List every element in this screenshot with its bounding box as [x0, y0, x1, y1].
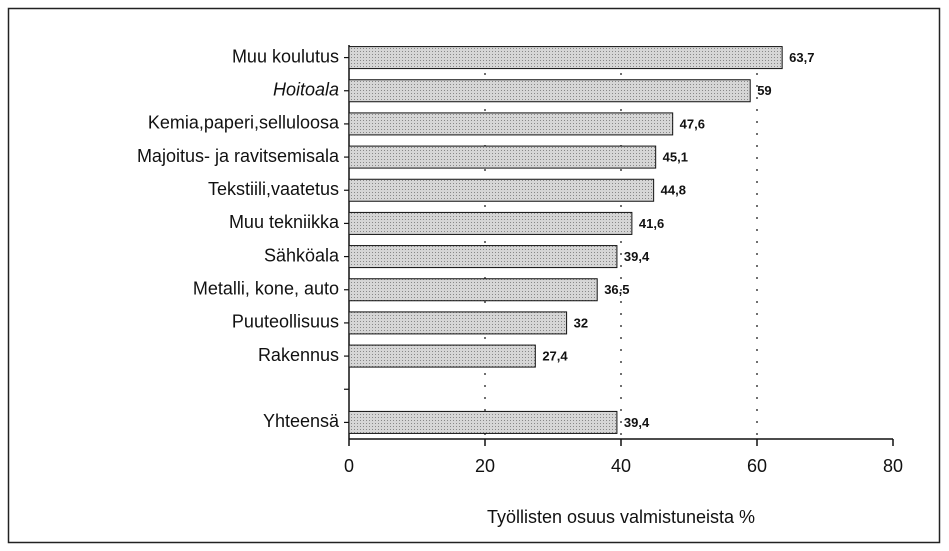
bar [348, 344, 536, 368]
y-tick-label: Rakennus [258, 345, 339, 365]
bar [348, 410, 618, 434]
y-tick-label: Yhteensä [263, 411, 340, 431]
value-label: 47,6 [680, 116, 705, 131]
bar [348, 245, 618, 269]
x-tick-label: 40 [611, 456, 631, 476]
y-tick-label: Metalli, kone, auto [193, 279, 339, 299]
value-label: 36,5 [604, 282, 629, 297]
y-tick-label: Majoitus- ja ravitsemisala [137, 146, 340, 166]
value-label: 32 [574, 315, 588, 330]
x-tick-label: 0 [344, 456, 354, 476]
bar [348, 178, 655, 202]
bar [348, 278, 598, 302]
value-label: 39,4 [624, 249, 650, 264]
frame [7, 7, 941, 544]
y-tick-label: Kemia,paperi,selluloosa [148, 113, 340, 133]
x-tick-label: 80 [883, 456, 903, 476]
bar [348, 46, 783, 70]
value-label: 59 [757, 83, 771, 98]
bar [348, 79, 751, 103]
value-label: 45,1 [663, 150, 688, 165]
value-label: 27,4 [542, 349, 568, 364]
value-label: 39,4 [624, 415, 650, 430]
y-tick-label: Muu koulutus [232, 46, 339, 66]
x-axis-label: Työllisten osuus valmistuneista % [487, 507, 755, 527]
bar [348, 211, 633, 235]
bar [348, 112, 674, 136]
bar [348, 311, 568, 335]
y-tick-label: Sähköala [264, 245, 340, 265]
x-tick-label: 60 [747, 456, 767, 476]
value-label: 41,6 [639, 216, 664, 231]
y-tick-label: Tekstiili,vaatetus [208, 179, 339, 199]
x-tick-label: 20 [475, 456, 495, 476]
y-tick-label: Muu tekniikka [229, 212, 340, 232]
bar [348, 145, 657, 169]
value-label: 44,8 [661, 183, 686, 198]
y-tick-label: Hoitoala [273, 80, 339, 100]
y-tick-label: Puuteollisuus [232, 312, 339, 332]
value-label: 63,7 [789, 50, 814, 65]
